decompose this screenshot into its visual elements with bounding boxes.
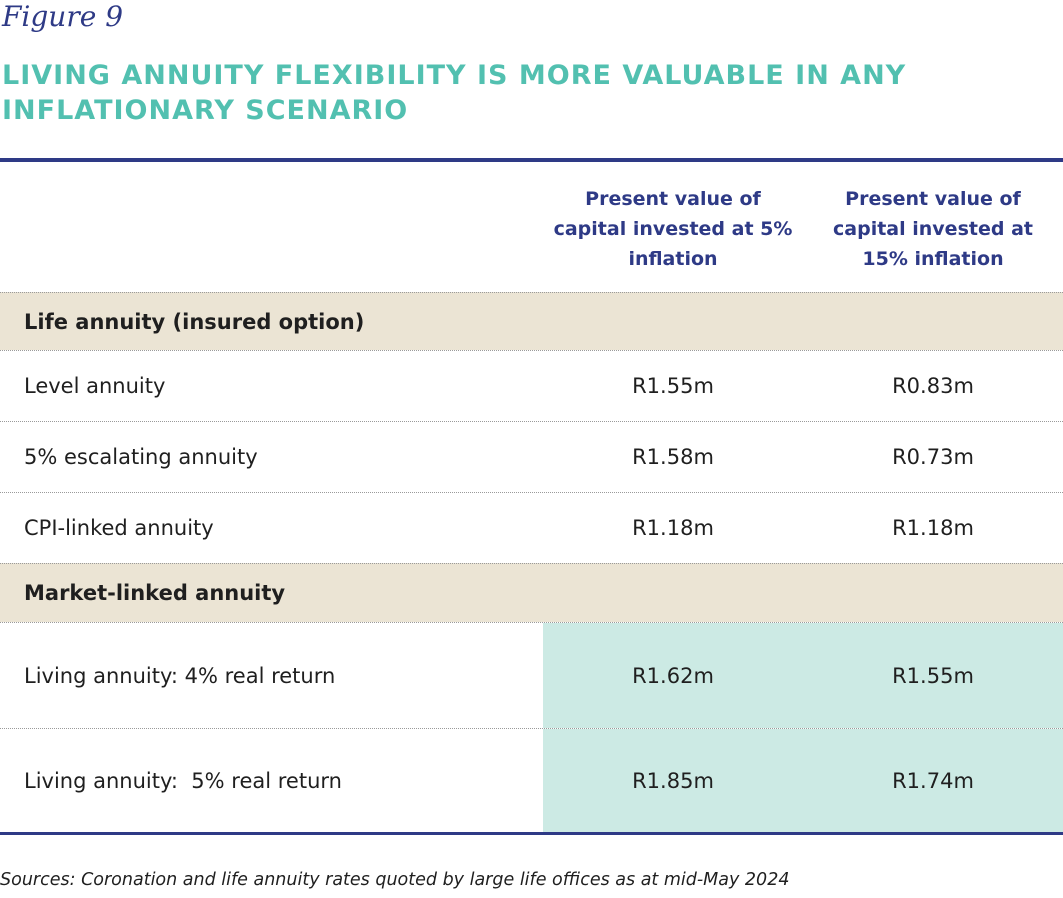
table-row-escalating-annuity: 5% escalating annuity R1.58m R0.73m xyxy=(0,421,1063,492)
value-15pct: R0.83m xyxy=(892,374,974,398)
row-label: Level annuity xyxy=(24,374,166,398)
figure-label: Figure 9 xyxy=(2,0,124,33)
table-row-living-annuity-4pct: Living annuity: 4% real return R1.62m R1… xyxy=(0,622,1063,728)
row-label: CPI-linked annuity xyxy=(24,516,214,540)
row-label: Living annuity: 5% real return xyxy=(24,768,342,793)
value-5pct: R1.62m xyxy=(543,623,804,728)
table-row-level-annuity: Level annuity R1.55m R0.83m xyxy=(0,350,1063,421)
value-5pct: R1.85m xyxy=(543,729,804,832)
row-label: Living annuity: 4% real return xyxy=(24,663,336,688)
table-top-rule xyxy=(0,158,1063,162)
column-header-5pct: Present value of capital invested at 5% … xyxy=(553,188,793,270)
value-5pct: R1.18m xyxy=(632,516,714,540)
value-15pct: R0.73m xyxy=(892,445,974,469)
section-label: Market-linked annuity xyxy=(24,581,286,605)
section-row-market-linked: Market-linked annuity xyxy=(0,563,1063,622)
table-row-living-annuity-5pct: Living annuity: 5% real return R1.85m R1… xyxy=(0,728,1063,832)
value-15pct: R1.18m xyxy=(892,516,974,540)
sources-note: Sources: Coronation and life annuity rat… xyxy=(0,870,790,890)
column-header-15pct: Present value of capital invested at 15%… xyxy=(833,188,1033,270)
section-label: Life annuity (insured option) xyxy=(24,309,365,334)
section-row-life-annuity: Life annuity (insured option) xyxy=(0,292,1063,350)
value-5pct: R1.55m xyxy=(632,374,714,398)
row-label: 5% escalating annuity xyxy=(24,445,258,469)
table-row-cpi-annuity: CPI-linked annuity R1.18m R1.18m xyxy=(0,492,1063,563)
figure-title: LIVING ANNUITY FLEXIBILITY IS MORE VALUA… xyxy=(2,60,907,126)
value-15pct: R1.74m xyxy=(803,729,1063,832)
value-5pct: R1.58m xyxy=(632,445,714,469)
value-15pct: R1.55m xyxy=(803,623,1063,728)
table-bottom-rule xyxy=(0,832,1063,835)
